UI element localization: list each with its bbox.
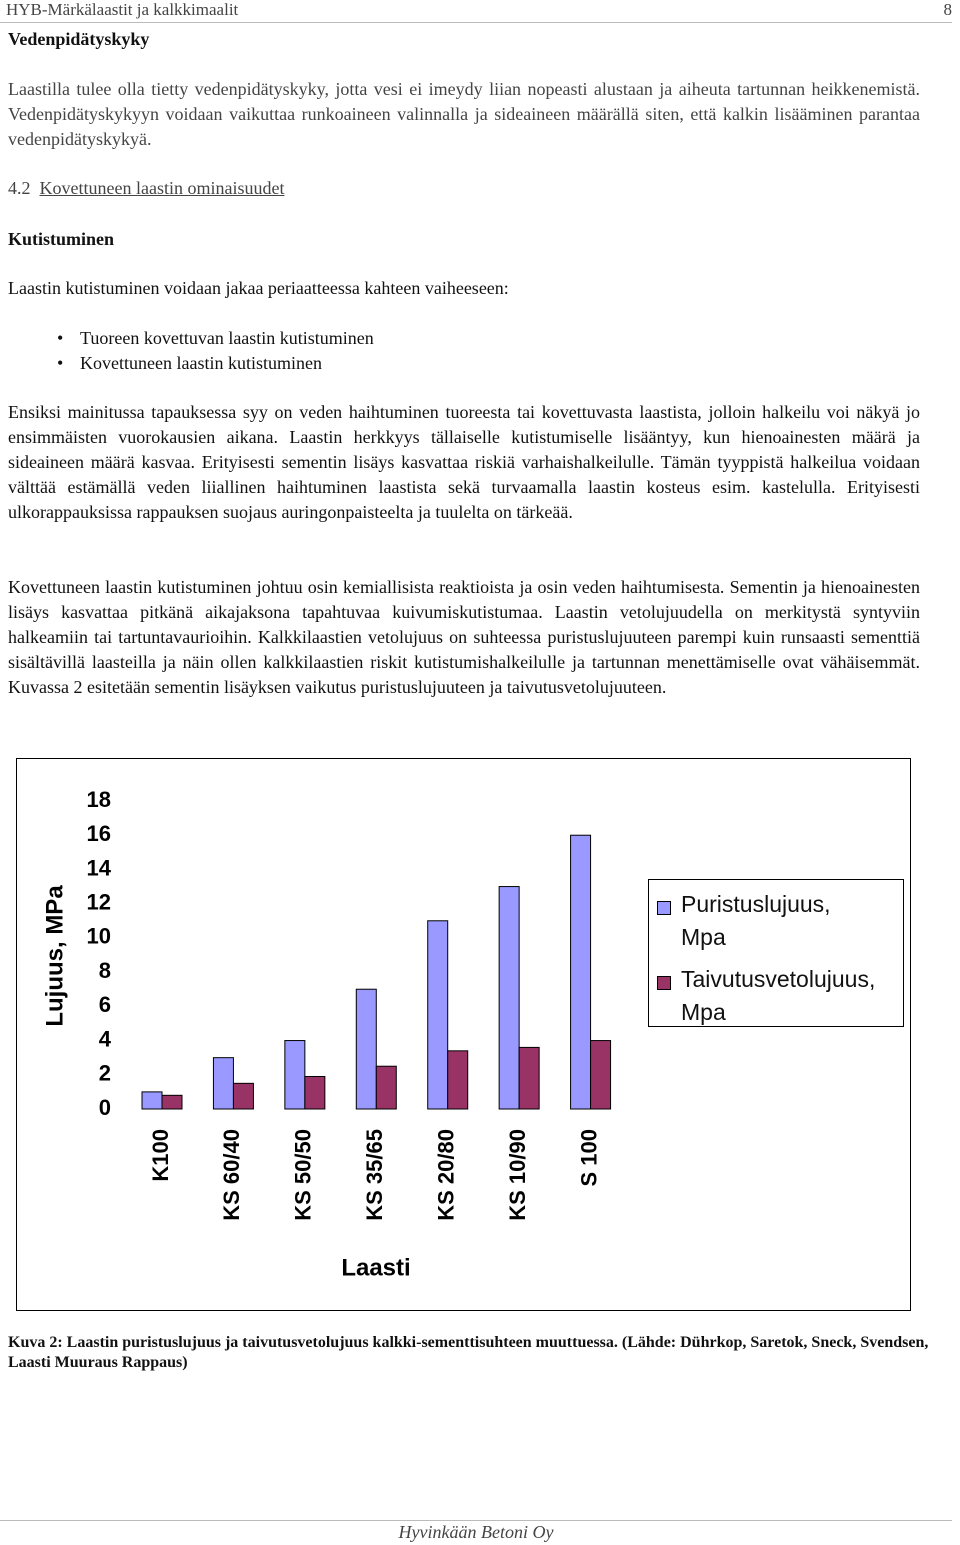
y-tick-label: 10 [87, 924, 111, 949]
y-tick-label: 0 [99, 1095, 111, 1120]
section-heading: Vedenpidätyskyky [8, 29, 150, 49]
section-number: 4.2 [8, 178, 31, 198]
bullet: • [57, 353, 64, 373]
x-tick-label: KS 60/40 [219, 1129, 244, 1221]
bar [518, 1046, 540, 1110]
legend-swatch [657, 976, 671, 990]
paragraph: Laastin kutistuminen voidaan jakaa peria… [8, 278, 509, 298]
footer-rule [0, 1520, 952, 1521]
y-tick-label: 4 [99, 1026, 112, 1051]
x-tick-label: KS 35/65 [362, 1129, 387, 1221]
y-tick-label: 14 [87, 855, 112, 880]
y-tick-label: 6 [99, 992, 111, 1017]
header-rule [0, 22, 952, 23]
section-title: Kovettuneen laastin ominaisuudet [39, 178, 285, 198]
bullet-text: Tuoreen kovettuvan laastin kutistuminen [80, 328, 374, 348]
y-axis-title: Lujuus, MPa [41, 885, 68, 1027]
legend: Puristuslujuus, Mpa Taivutusvetolujuus, M… [648, 879, 904, 1027]
legend-label: Puristuslujuus, Mpa [681, 891, 831, 950]
bar [355, 988, 377, 1110]
paragraph: Kovettuneen laastin kutistuminen johtuu … [8, 577, 920, 697]
x-tick-label: K100 [148, 1129, 173, 1182]
y-tick-label: 8 [99, 958, 111, 983]
x-tick-label: KS 20/80 [434, 1129, 459, 1221]
bar [161, 1094, 183, 1110]
bar [304, 1075, 326, 1110]
legend-entry: Puristuslujuus, Mpa [657, 891, 881, 954]
bar [232, 1082, 254, 1110]
paragraph: Laastilla tulee olla tietty vedenpidätys… [8, 79, 920, 149]
legend-swatch [657, 901, 671, 915]
bar [141, 1091, 163, 1110]
paragraph: Ensiksi mainitussa tapauksessa syy on ve… [8, 402, 920, 522]
bar [212, 1057, 234, 1110]
legend-entry: Taivutusvetolujuus, Mpa [657, 966, 881, 1029]
section-heading: Kutistuminen [8, 229, 115, 249]
bar [590, 1040, 612, 1110]
x-tick-label: S 100 [576, 1129, 601, 1187]
y-tick-label: 2 [99, 1061, 111, 1086]
page-number: 8 [943, 0, 953, 19]
bar [447, 1050, 469, 1110]
header-title: HYB-Märkälaastit ja kalkkimaalit [6, 0, 239, 19]
bar [284, 1040, 306, 1110]
figure-caption: Kuva 2: Laastin puristuslujuus ja taivut… [8, 1334, 929, 1371]
x-tick-label: KS 50/50 [291, 1129, 316, 1221]
bar [375, 1065, 397, 1110]
bullet: • [57, 328, 64, 348]
bullet-text: Kovettuneen laastin kutistuminen [80, 353, 322, 373]
x-tick-label: KS 10/90 [505, 1129, 530, 1221]
y-tick-label: 12 [87, 889, 111, 914]
y-tick-label: 16 [87, 821, 111, 846]
bar [498, 886, 520, 1110]
chart-svg: Lujuus, MPa Laasti 0 2 4 6 8 10 12 14 16 18 K100 KS… [41, 787, 612, 1281]
y-tick-label: 18 [87, 787, 111, 812]
legend-label: Taivutusvetolujuus, Mpa [681, 966, 876, 1025]
x-axis-title: Laasti [341, 1254, 410, 1281]
bar [427, 920, 449, 1110]
footer: Hyvinkään Betoni Oy [398, 1522, 554, 1542]
bar [570, 834, 592, 1110]
subsection-heading: 4.2 Kovettuneen laastin ominaisuudet [8, 176, 284, 201]
chart: Lujuus, MPa Laasti 0 2 4 6 8 10 12 14 16 18 K100 KS… [16, 758, 911, 1311]
